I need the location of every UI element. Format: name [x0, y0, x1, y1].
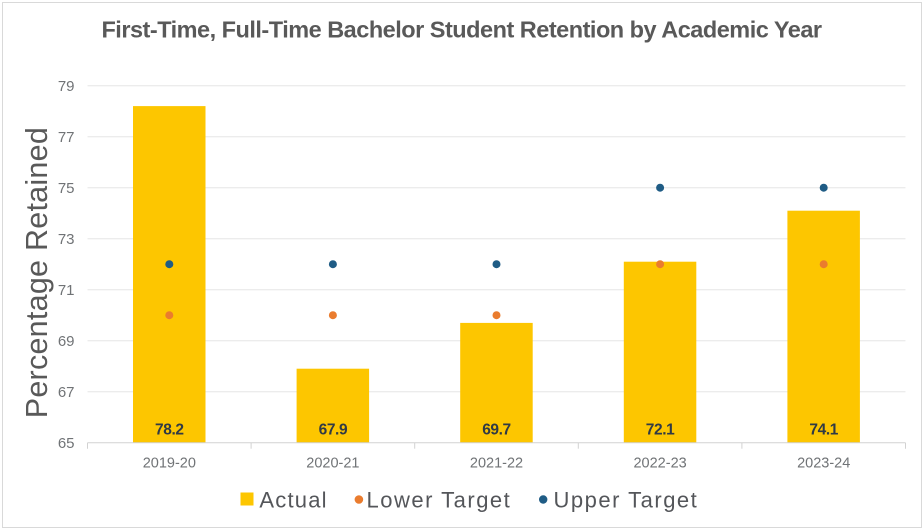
svg-text:72.1: 72.1 [646, 422, 675, 439]
svg-text:73: 73 [58, 231, 75, 248]
svg-text:2020-21: 2020-21 [306, 456, 359, 472]
svg-text:First-Time, Full-Time Bachelor: First-Time, Full-Time Bachelor Student R… [101, 17, 821, 43]
svg-text:Percentage Retained: Percentage Retained [20, 127, 54, 418]
svg-text:79: 79 [58, 78, 75, 95]
svg-text:2023-24: 2023-24 [797, 456, 850, 472]
svg-text:71: 71 [58, 282, 75, 299]
svg-text:Upper Target: Upper Target [554, 488, 699, 513]
svg-text:65: 65 [58, 435, 75, 452]
svg-text:Lower Target: Lower Target [367, 488, 512, 513]
svg-text:78.2: 78.2 [155, 422, 184, 439]
svg-text:69: 69 [58, 333, 75, 350]
svg-text:2022-23: 2022-23 [633, 456, 686, 472]
svg-text:2021-22: 2021-22 [470, 456, 523, 472]
svg-text:75: 75 [58, 180, 75, 197]
svg-text:67: 67 [58, 384, 75, 401]
svg-text:69.7: 69.7 [482, 422, 511, 439]
svg-text:Actual: Actual [259, 488, 327, 513]
svg-text:67.9: 67.9 [319, 422, 348, 439]
svg-text:74.1: 74.1 [809, 422, 838, 439]
svg-text:77: 77 [58, 129, 75, 146]
svg-text:2019-20: 2019-20 [143, 456, 196, 472]
